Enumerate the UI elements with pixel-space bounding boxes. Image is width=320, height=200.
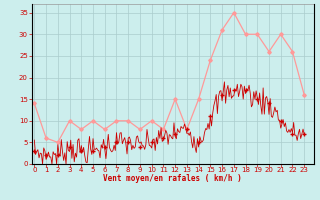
X-axis label: Vent moyen/en rafales ( km/h ): Vent moyen/en rafales ( km/h ) — [103, 174, 242, 183]
